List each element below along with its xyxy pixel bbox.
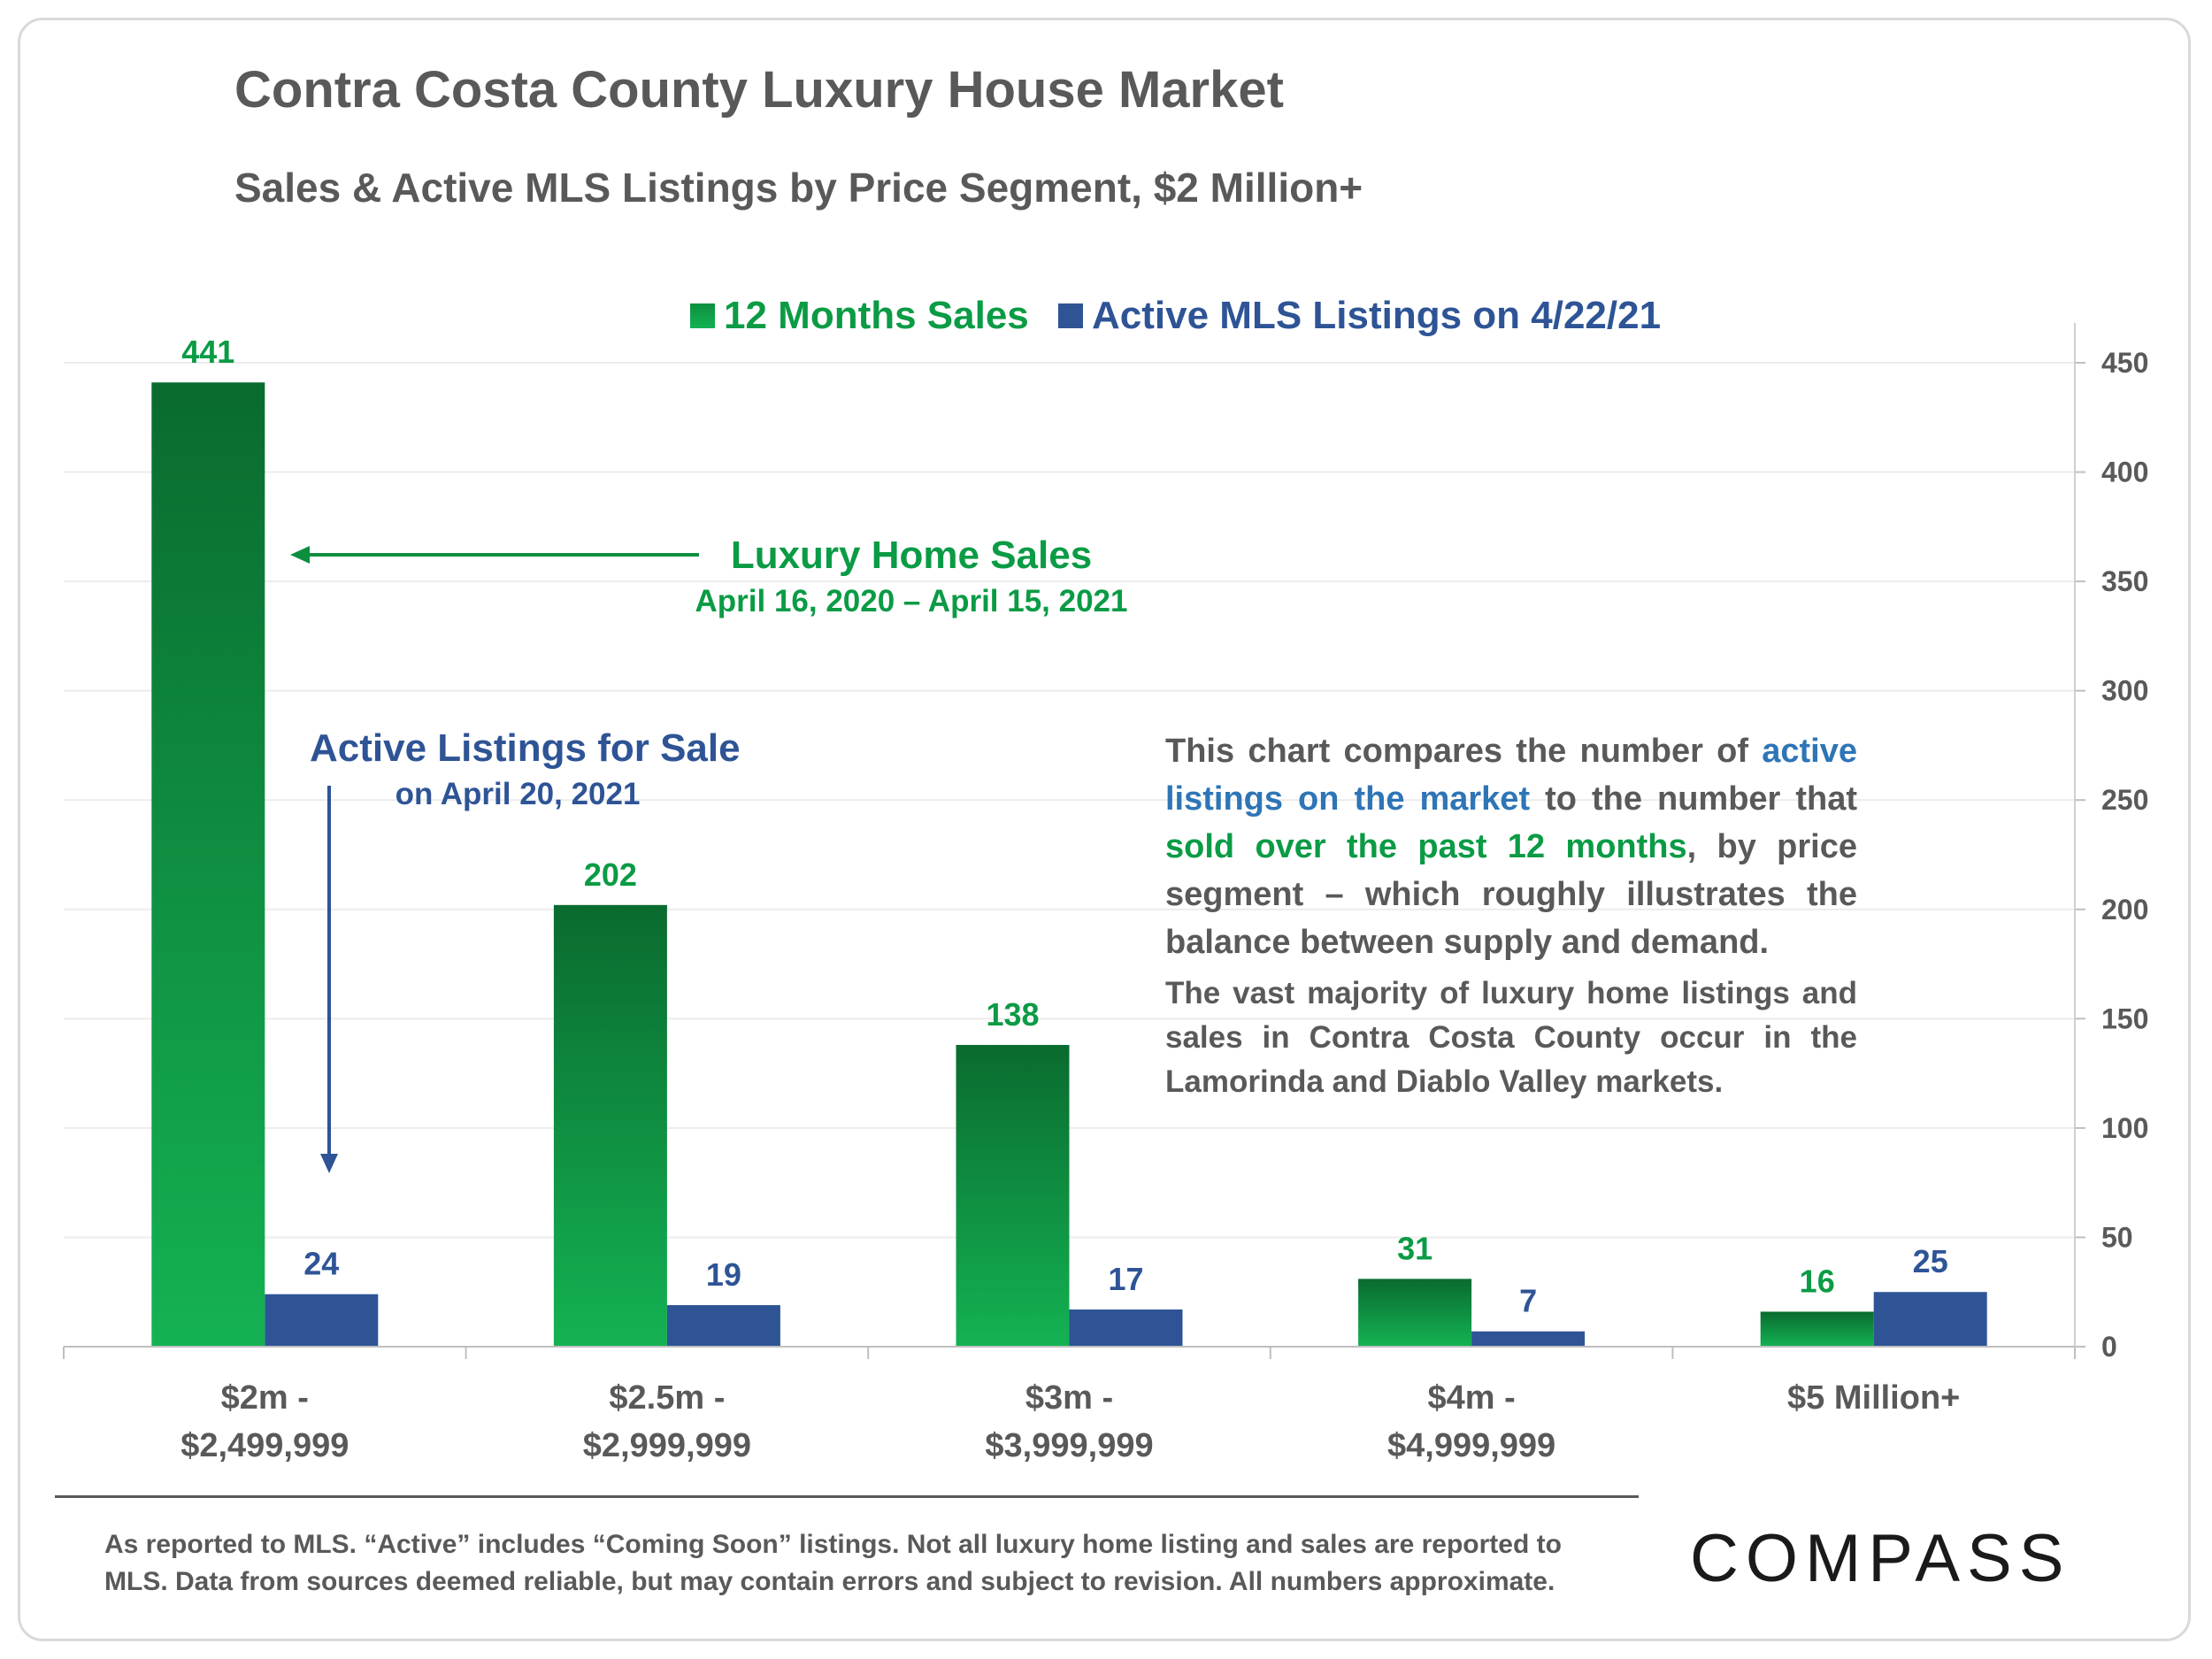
active-bar — [666, 1305, 780, 1347]
chart-frame — [18, 18, 2191, 1641]
legend-label-active: Active MLS Listings on 4/22/21 — [1092, 294, 1662, 337]
active-bar — [1069, 1309, 1183, 1347]
legend-swatch-sales — [690, 303, 715, 328]
y-tick-label: 50 — [2101, 1221, 2133, 1253]
explanation-text-a: This chart compares the number of — [1165, 733, 1763, 770]
gridlines — [64, 362, 2075, 1239]
x-category-label: $4,999,999 — [1387, 1427, 1555, 1464]
legend-swatch-active — [1058, 303, 1083, 328]
y-tick-label: 250 — [2101, 784, 2148, 816]
chart-title: Contra Costa County Luxury House Market — [234, 61, 1284, 119]
explanation-paragraph-1: This chart compares the number of active… — [1165, 727, 1857, 966]
x-category-label: $4m - — [1427, 1379, 1515, 1417]
sales-bar — [1760, 1311, 1874, 1347]
active-annotation-title: Active Listings for Sale — [310, 726, 741, 770]
sales-value-label: 202 — [584, 856, 637, 893]
chart-subtitle: Sales & Active MLS Listings by Price Seg… — [234, 165, 1363, 211]
x-category-label: $3m - — [1025, 1379, 1113, 1417]
labels: 441 202 138 31 16 24 19 17 7 25 $2m - $2,499,999 $2.… — [180, 334, 1960, 1464]
y-tick-label: 200 — [2101, 894, 2148, 926]
explanation-text-c: to the number that — [1530, 780, 1857, 818]
footnote: As reported to MLS. “Active” includes “C… — [104, 1530, 1562, 1596]
active-value-label: 17 — [1108, 1261, 1143, 1297]
sales-bar — [151, 382, 265, 1347]
active-value-label: 24 — [303, 1246, 339, 1282]
legend-label-sales: 12 Months Sales — [724, 294, 1029, 337]
sales-value-label: 16 — [1800, 1263, 1835, 1299]
legend-item-active: Active MLS Listings on 4/22/21 — [1058, 294, 1661, 338]
active-bar — [1471, 1331, 1586, 1347]
axes: 0 50 100 150 200 250 300 350 400 450 — [63, 323, 2148, 1363]
sales-bar — [553, 904, 667, 1347]
active-value-label: 19 — [706, 1256, 741, 1293]
sales-value-label: 138 — [986, 996, 1039, 1033]
active-value-label: 25 — [1913, 1243, 1948, 1279]
x-category-label: $2m - — [221, 1379, 309, 1417]
y-tick-label: 0 — [2101, 1331, 2117, 1363]
compass-logo: COMPASS — [1690, 1521, 2071, 1596]
active-bar — [265, 1294, 379, 1347]
annotation-arrows — [290, 546, 699, 1173]
bars — [151, 382, 1987, 1347]
y-tick-label: 100 — [2101, 1112, 2148, 1144]
sales-annotation: Luxury Home Sales April 16, 2020 – April… — [584, 531, 1239, 623]
explanation-text: This chart compares the number of active… — [1165, 727, 1857, 1104]
active-bar — [1873, 1292, 1987, 1347]
active-arrowhead — [320, 1154, 338, 1173]
y-tick-label: 150 — [2101, 1002, 2148, 1034]
sales-annotation-period: April 16, 2020 – April 15, 2021 — [695, 584, 1128, 618]
sales-value-label: 31 — [1397, 1230, 1432, 1266]
active-value-label: 7 — [1519, 1283, 1537, 1319]
x-category-label: $2,999,999 — [583, 1427, 751, 1464]
x-category-label: $3,999,999 — [985, 1427, 1153, 1464]
sales-arrowhead — [290, 546, 310, 564]
y-tick-label: 300 — [2101, 675, 2148, 707]
bar-chart: 0 50 100 150 200 250 300 350 400 450 441 202 138 31 1… — [63, 323, 2148, 1464]
footer-divider — [55, 1495, 1639, 1498]
legend-item-sales: 12 Months Sales — [690, 294, 1029, 338]
sales-annotation-title: Luxury Home Sales — [730, 534, 1093, 577]
sales-bar — [956, 1044, 1070, 1347]
x-category-label: $2,499,999 — [180, 1427, 349, 1464]
y-tick-label: 400 — [2101, 457, 2148, 488]
y-tick-label: 450 — [2101, 347, 2148, 379]
explanation-paragraph-2: The vast majority of luxury home listing… — [1165, 976, 1857, 1099]
sales-value-label: 441 — [181, 334, 234, 370]
x-category-label: $5 Million+ — [1787, 1379, 1960, 1417]
active-annotation: Active Listings for Sale on April 20, 20… — [310, 724, 741, 816]
y-tick-label: 350 — [2101, 565, 2148, 597]
explanation-text-e: , by price segment – which roughly illus… — [1165, 828, 1857, 961]
x-category-label: $2.5m - — [609, 1379, 725, 1417]
sales-bar — [1358, 1279, 1472, 1347]
active-annotation-date: on April 20, 2021 — [395, 777, 641, 811]
explanation-highlight-active: active listings on the market — [1165, 733, 1857, 818]
explanation-highlight-sold: sold over the past 12 months — [1165, 828, 1687, 865]
